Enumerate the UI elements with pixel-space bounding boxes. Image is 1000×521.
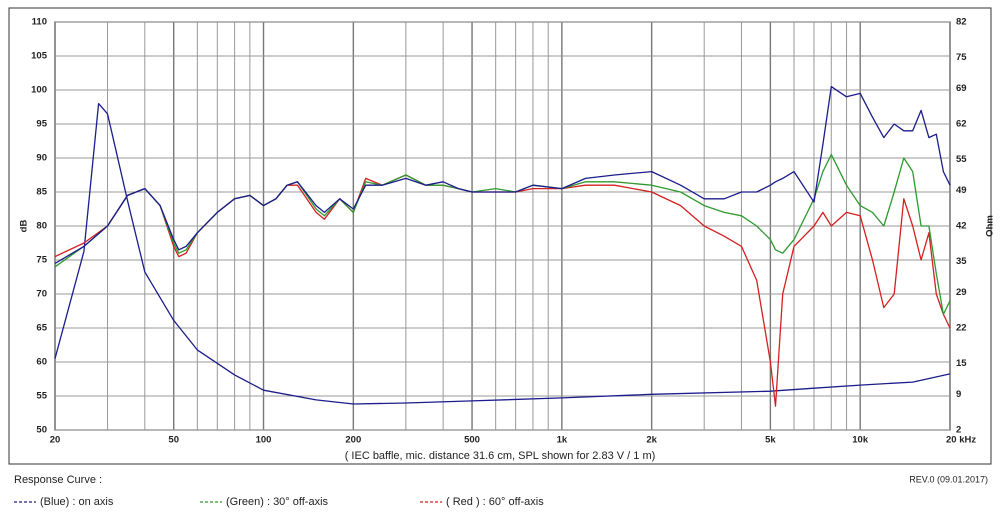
y2-tick-label: 62 bbox=[956, 119, 967, 130]
y-tick-label: 105 bbox=[31, 51, 48, 62]
x-tick-label: 500 bbox=[464, 435, 480, 446]
y2-tick-label: 2 bbox=[956, 425, 961, 436]
response-line bbox=[54, 153, 951, 316]
x-tick-label: 20 kHz bbox=[946, 435, 976, 446]
y2-tick-label: 9 bbox=[956, 389, 961, 400]
x-tick-label: 200 bbox=[345, 435, 361, 446]
x-tick-label: 10k bbox=[852, 435, 869, 446]
legend-label: (Blue) : on axis bbox=[40, 496, 114, 508]
y2-tick-label: 69 bbox=[956, 83, 967, 94]
response-line bbox=[54, 174, 951, 407]
y-tick-label: 50 bbox=[36, 425, 47, 436]
chart-frame bbox=[8, 7, 992, 465]
y2-tick-label: 22 bbox=[956, 323, 967, 334]
response-line bbox=[54, 85, 951, 264]
y-tick-label: 80 bbox=[36, 221, 47, 232]
y2-tick-label: 49 bbox=[956, 185, 967, 196]
legend-title: Response Curve : bbox=[14, 474, 102, 486]
note: REV.0 (09.01.2017) bbox=[909, 474, 988, 484]
x-tick-label: 100 bbox=[256, 435, 272, 446]
y-tick-label: 75 bbox=[36, 255, 47, 266]
y-tick-label: 70 bbox=[36, 289, 47, 300]
legend-label: (Green) : 30° off-axis bbox=[226, 496, 329, 508]
y2-axis-label: Ohm bbox=[985, 215, 996, 237]
y2-tick-label: 42 bbox=[956, 221, 967, 232]
subtitle: ( IEC baffle, mic. distance 31.6 cm, SPL… bbox=[345, 450, 656, 462]
y-tick-label: 85 bbox=[36, 187, 47, 198]
x-tick-label: 50 bbox=[168, 435, 179, 446]
y2-tick-label: 82 bbox=[956, 17, 967, 28]
y-tick-label: 100 bbox=[31, 85, 47, 96]
y2-tick-label: 75 bbox=[956, 52, 967, 63]
y-tick-label: 95 bbox=[36, 119, 47, 130]
y2-tick-label: 15 bbox=[956, 358, 967, 369]
y2-tick-label: 29 bbox=[956, 287, 967, 298]
y-tick-label: 65 bbox=[36, 323, 47, 334]
y-tick-label: 60 bbox=[36, 357, 47, 368]
impedance-line bbox=[54, 102, 951, 405]
x-tick-label: 5k bbox=[765, 435, 776, 446]
x-tick-label: 1k bbox=[557, 435, 568, 446]
y-tick-label: 90 bbox=[36, 153, 47, 164]
y-tick-label: 110 bbox=[32, 17, 47, 28]
y2-tick-label: 35 bbox=[956, 256, 967, 267]
y-axis-label: dB bbox=[19, 220, 30, 233]
legend-label: ( Red ) : 60° off-axis bbox=[446, 496, 544, 508]
x-tick-label: 2k bbox=[646, 435, 657, 446]
y-tick-label: 55 bbox=[36, 391, 47, 402]
y2-tick-label: 55 bbox=[956, 154, 967, 165]
x-tick-label: 20 bbox=[50, 435, 61, 446]
